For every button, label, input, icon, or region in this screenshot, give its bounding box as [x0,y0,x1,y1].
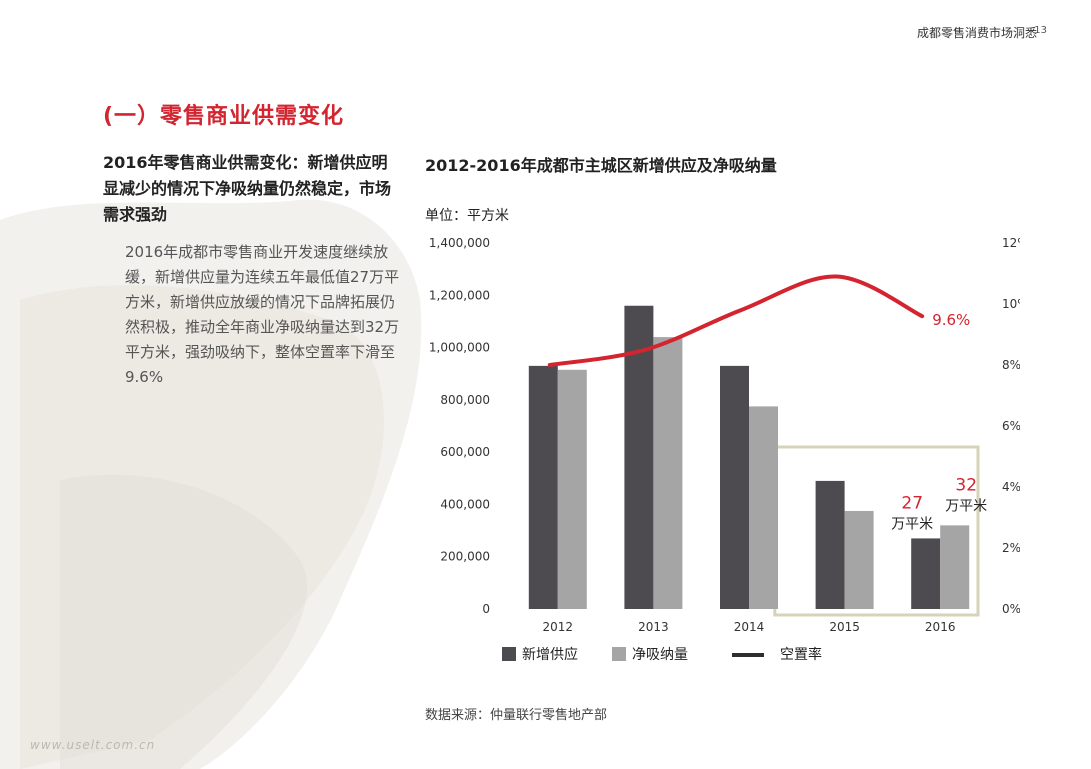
legend-label-absorption: 净吸纳量 [632,647,688,663]
watermark: www.uselt.com.cn [30,738,156,752]
bar-supply-2016 [911,538,941,609]
supply-2016-unit: 万平米 [891,516,933,532]
y-left-tick-label: 1,400,000 [429,236,490,250]
chart-unit-label: 单位：平方米 [425,208,509,224]
bar-supply-2015 [815,480,845,609]
bar-supply-2014 [720,365,749,609]
y-left-tick-label: 1,200,000 [429,288,490,302]
data-source: 数据来源：仲量联行零售地产部 [425,708,608,723]
x-tick-label: 2015 [829,620,860,634]
y-right-tick-label: 10% [1002,297,1020,311]
y-right-tick-label: 12% [1002,236,1020,250]
x-tick-label: 2014 [734,620,765,634]
x-tick-label: 2016 [925,620,956,634]
brush-stroke-background [0,199,422,769]
x-tick-label: 2012 [543,620,574,634]
y-right-tick-label: 4% [1002,480,1020,494]
header-title: 成都零售消费市场洞悉 [916,26,1037,40]
absorption-2016-unit: 万平米 [945,498,987,514]
legend-swatch-supply [502,647,516,661]
left-heading: 2016年零售商业供需变化：新增供应明显减少的情况下净吸纳量仍然稳定，市场需求强… [103,153,392,224]
legend-label-vacancy: 空置率 [780,646,822,663]
y-left-tick-label: 400,000 [440,497,490,511]
bar-absorption-2014 [749,406,778,609]
legend-swatch-absorption [612,647,626,661]
y-left-tick-label: 800,000 [440,393,490,407]
left-body-text: 2016年成都市零售商业开发速度继续放缓，新增供应量为连续五年最低值27万平方米… [125,243,400,386]
y-right-tick-label: 6% [1002,419,1020,433]
y-right-tick-label: 8% [1002,358,1020,372]
legend-label-supply: 新增供应 [522,646,578,663]
bar-supply-2012 [528,365,558,609]
y-left-tick-label: 0 [482,602,490,616]
vacancy-end-label: 9.6% [932,311,970,329]
y-left-tick-label: 1,000,000 [429,341,490,355]
supply-2016-value: 27 [901,493,923,513]
y-right-tick-label: 0% [1002,602,1020,616]
bar-absorption-2012 [557,369,587,609]
y-right-tick-label: 2% [1002,541,1020,555]
bar-supply-2013 [624,305,654,609]
bar-absorption-2015 [844,510,874,609]
bar-absorption-2013 [653,337,683,609]
chart-title: 2012-2016年成都市主城区新增供应及净吸纳量 [425,156,777,175]
page-number: 13 [1034,25,1047,36]
absorption-2016-value: 32 [955,475,977,495]
y-left-tick-label: 200,000 [440,550,490,564]
bar-absorption-2016 [940,525,970,609]
chart: 0 200,000 400,000 600,000 800,000 1,000,000 1,… [429,236,1020,663]
x-tick-label: 2013 [638,620,669,634]
vacancy-rate-line [547,274,925,367]
section-title: (一）零售商业供需变化 [103,104,345,129]
y-left-tick-label: 600,000 [440,445,490,459]
